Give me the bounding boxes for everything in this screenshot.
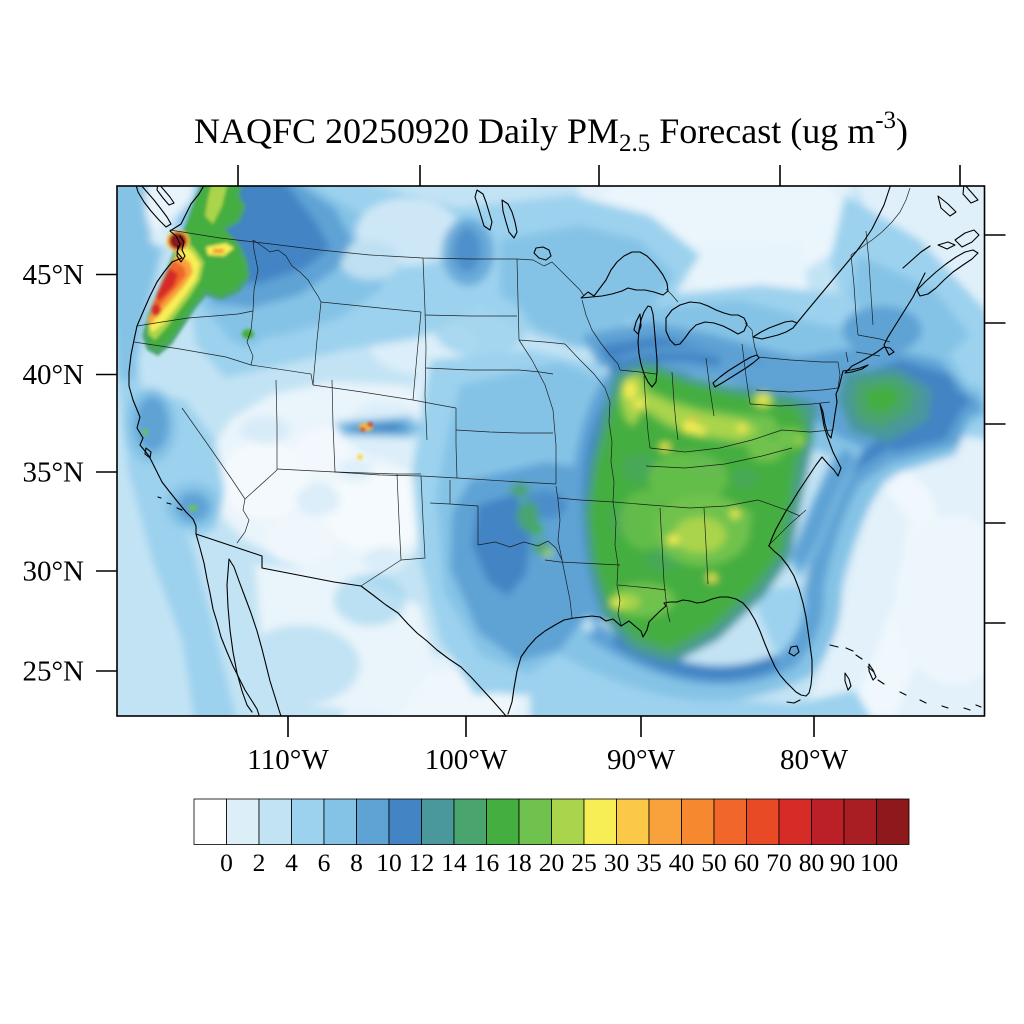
svg-text:6: 6 [318,848,331,877]
svg-text:110°W: 110°W [247,744,329,776]
svg-text:25: 25 [571,848,597,877]
svg-text:2: 2 [253,848,266,877]
svg-text:8: 8 [350,848,363,877]
svg-text:14: 14 [441,848,467,877]
svg-text:100°W: 100°W [425,744,508,776]
svg-text:30: 30 [604,848,630,877]
svg-text:NAQFC 20250920 Daily PM2.5 For: NAQFC 20250920 Daily PM2.5 Forecast (ug … [194,107,908,157]
svg-text:0: 0 [220,848,233,877]
svg-text:45°N: 45°N [22,259,84,291]
svg-text:30°N: 30°N [22,556,84,588]
svg-text:16: 16 [474,848,500,877]
svg-text:70: 70 [766,848,792,877]
svg-text:100: 100 [860,848,898,877]
svg-text:80: 80 [799,848,825,877]
svg-text:25°N: 25°N [22,656,84,688]
svg-text:35°N: 35°N [22,457,84,489]
svg-text:60: 60 [734,848,760,877]
svg-text:40°N: 40°N [22,359,84,391]
svg-text:40: 40 [669,848,695,877]
svg-text:90°W: 90°W [607,744,676,776]
svg-text:80°W: 80°W [780,744,849,776]
svg-text:4: 4 [285,848,298,877]
svg-text:20: 20 [539,848,565,877]
svg-text:90: 90 [830,848,856,877]
svg-text:50: 50 [701,848,727,877]
svg-text:10: 10 [376,848,402,877]
svg-text:12: 12 [409,848,435,877]
svg-text:18: 18 [506,848,532,877]
svg-text:35: 35 [636,848,662,877]
